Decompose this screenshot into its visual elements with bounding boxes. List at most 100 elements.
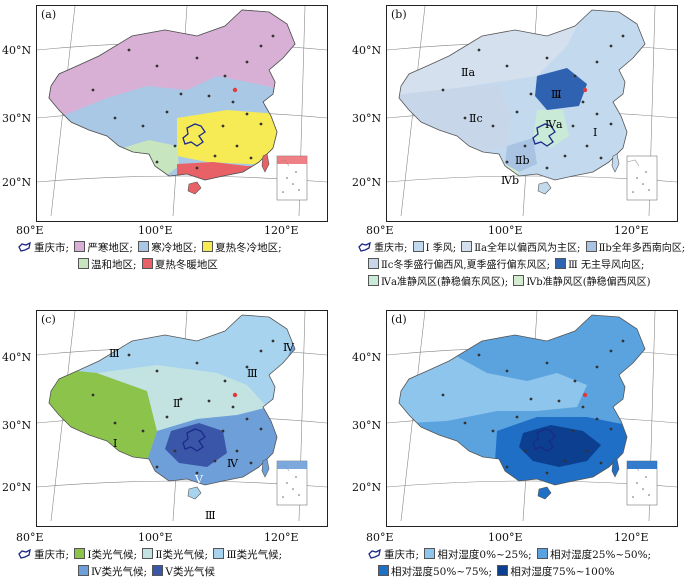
light-II-swatch <box>142 548 154 559</box>
map-b: (b) Ⅱa Ⅱc Ⅲ Ⅳa Ⅰ Ⅱb <box>386 5 678 222</box>
hot-summer-warm-winter-swatch <box>141 258 153 269</box>
IIb-zone <box>505 138 537 172</box>
lon-label-80: 80°E <box>16 531 44 544</box>
rh-25-50-swatch <box>537 548 549 559</box>
light-III-swatch <box>213 548 225 559</box>
region-label-III-east: Ⅲ <box>247 367 258 380</box>
chongqing-icon <box>18 549 31 559</box>
III-zone <box>535 68 587 110</box>
lat-label-40: 40°N <box>352 351 382 364</box>
legend-d-item-2: 相对湿度50%~75%; <box>378 564 492 581</box>
region-label-IVb: Ⅳb <box>501 174 519 187</box>
region-label-IIb: Ⅱb <box>515 154 530 167</box>
lat-label-40: 40°N <box>352 44 382 57</box>
lon-label-80: 80°E <box>366 531 394 544</box>
region-label-IIa: Ⅱa <box>461 66 475 79</box>
lat-label-20: 20°N <box>352 481 382 494</box>
map-a: (a) <box>36 5 328 222</box>
rh-0-25-swatch <box>424 548 436 559</box>
panel-a: 40°N 30°N 20°N (a) 80°E 100°E 120°E <box>0 0 350 290</box>
panel-label-b: (b) <box>391 8 407 21</box>
region-label-I: Ⅰ <box>593 126 597 139</box>
legend-d: 重庆市; 相对湿度0%~25%; 相对湿度25%~50%; 相对湿度50%~75… <box>368 547 653 581</box>
chongqing-icon <box>368 549 381 559</box>
light-I-swatch <box>74 548 86 559</box>
panel-label-d: (d) <box>391 313 407 326</box>
IVa-swatch <box>368 275 379 286</box>
region-label-III-south: Ⅲ <box>205 509 216 522</box>
lon-label-120: 120°E <box>264 224 299 237</box>
mild-swatch <box>78 258 89 269</box>
legend-b-item-1: Ⅱa全年以偏西风为主区; <box>461 240 580 257</box>
legend-a-item-3: 温和地区; <box>78 257 137 274</box>
legend-a-item-2: 夏热冬冷地区; <box>202 240 282 257</box>
lat-label-30: 30°N <box>352 112 382 125</box>
legend-b-item-0: Ⅰ 季风; <box>412 240 456 257</box>
III-swatch <box>555 258 567 269</box>
panel-c: 40°N 30°N 20°N (c) Ⅲ Ⅳ Ⅲ Ⅱ Ⅰ <box>0 305 350 585</box>
IVa-zone <box>533 110 569 148</box>
legend-c-item-3: Ⅳ类光气候; <box>78 564 147 581</box>
legend-b-item-3: Ⅱc冬季盛行偏西风,夏季盛行偏东风区; <box>368 257 550 274</box>
hot-summer-cold-winter-swatch <box>202 241 214 252</box>
legend-b-item-6: Ⅳb准静风区(静稳偏西风区) <box>513 274 651 291</box>
lon-label-100: 100°E <box>138 224 173 237</box>
legend-d-item-3: 相对湿度75%~100% <box>497 564 615 581</box>
panel-label-c: (c) <box>41 313 56 326</box>
legend-b-item-2: Ⅱb全年多西南向区; <box>585 240 685 257</box>
chongqing-icon <box>358 242 371 252</box>
severe-cold-swatch <box>74 241 86 252</box>
region-label-III: Ⅲ <box>551 88 562 101</box>
lon-label-80: 80°E <box>366 224 394 237</box>
IIb-swatch <box>585 241 597 252</box>
legend-b-item-5: Ⅳa准静风区(静稳偏东风区); <box>368 274 508 291</box>
legend-d-item-0: 相对湿度0%~25%; <box>424 547 532 564</box>
lon-label-120: 120°E <box>614 531 649 544</box>
IIc-swatch <box>368 258 379 269</box>
chongqing-icon <box>18 242 31 252</box>
panel-b: 40°N 30°N 20°N (b) Ⅱa Ⅱc Ⅲ <box>350 0 700 310</box>
region-label-IV-northeast: Ⅳ <box>283 341 295 354</box>
lat-label-30: 30°N <box>2 419 32 432</box>
legend-a-chongqing: 重庆市; <box>18 240 69 257</box>
legend-c-item-4: Ⅴ类光气候 <box>152 564 215 581</box>
light-V-zone <box>165 423 227 467</box>
IVb-swatch <box>513 275 525 286</box>
legend-c-item-1: Ⅱ类光气候; <box>142 547 208 564</box>
region-label-IVa: Ⅳa <box>545 118 563 131</box>
legend-b-chongqing: 重庆市; <box>358 240 407 257</box>
monsoon-I-swatch <box>412 241 424 252</box>
region-label-IV-south: Ⅳ <box>227 457 239 470</box>
legend-b: 重庆市; Ⅰ 季风; Ⅱa全年以偏西风为主区; Ⅱb全年多西南向区; Ⅱc冬季盛… <box>358 240 687 291</box>
light-V-swatch <box>152 565 164 576</box>
legend-a-item-4: 夏热冬暖地区 <box>141 257 218 274</box>
lon-label-120: 120°E <box>614 224 649 237</box>
lat-label-20: 20°N <box>352 176 382 189</box>
rh-0-25-zone <box>399 351 587 423</box>
legend-c-item-2: Ⅲ类光气候; <box>213 547 282 564</box>
region-label-V: Ⅴ <box>194 473 204 486</box>
lat-label-30: 30°N <box>352 419 382 432</box>
legend-c-item-0: Ⅰ类光气候; <box>74 547 137 564</box>
region-label-II: Ⅱ <box>173 397 180 410</box>
region-label-I: Ⅰ <box>113 437 117 450</box>
rh-50-75-swatch <box>378 565 389 576</box>
panel-d: 40°N 30°N 20°N (d) 80°E 100°E 120°E 重庆市; <box>350 305 700 585</box>
legend-c: 重庆市; Ⅰ类光气候; Ⅱ类光气候; Ⅲ类光气候; Ⅳ类光气候; Ⅴ类光气候 <box>18 547 284 581</box>
lat-label-30: 30°N <box>2 112 32 125</box>
legend-d-item-1: 相对湿度25%~50%; <box>537 547 651 564</box>
map-c: (c) Ⅲ Ⅳ Ⅲ Ⅱ Ⅰ Ⅴ Ⅳ Ⅲ <box>36 310 328 527</box>
map-d: (d) <box>386 310 678 527</box>
light-I-zone <box>49 367 157 461</box>
legend-b-item-4: Ⅲ 无主导风向区; <box>555 257 644 274</box>
panel-label-a: (a) <box>41 8 57 21</box>
lat-label-40: 40°N <box>2 351 32 364</box>
legend-a: 重庆市; 严寒地区; 寒冷地区; 夏热冬冷地区; 温和地区; 夏热冬暖地区 <box>18 240 284 274</box>
rh-75-100-zone <box>519 425 601 467</box>
legend-c-chongqing: 重庆市; <box>18 547 69 564</box>
lon-label-100: 100°E <box>138 531 173 544</box>
legend-d-chongqing: 重庆市; <box>368 547 419 564</box>
legend-a-item-1: 寒冷地区; <box>138 240 197 257</box>
cold-swatch <box>138 241 150 252</box>
lon-label-100: 100°E <box>488 531 523 544</box>
